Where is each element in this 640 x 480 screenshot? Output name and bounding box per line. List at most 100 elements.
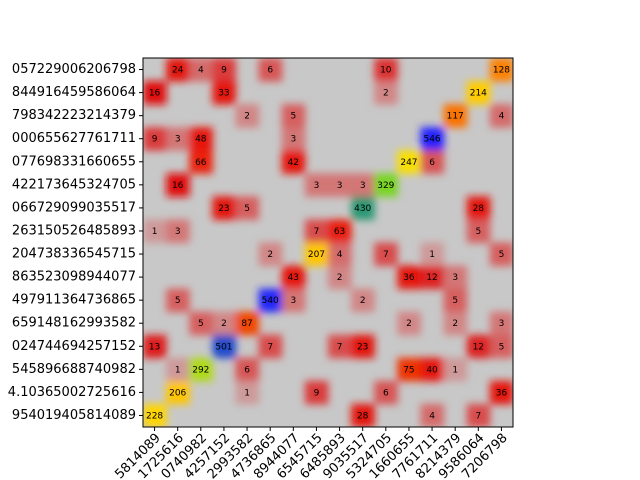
heatmap-cell [212,311,236,336]
cell-label: 75 [403,365,414,375]
cell-label: 7 [383,250,389,260]
cell-label: 3 [290,135,296,145]
cell-label: 228 [146,411,163,421]
heatmap-cell [189,357,213,382]
heatmap-cell [328,242,352,267]
heatmap-cell [397,357,421,382]
heatmap-cell [489,242,513,267]
y-tick-label: 798342223214379 [12,108,136,123]
cell-label: 16 [172,181,184,191]
heatmap-cell [374,242,398,267]
heatmap-cell [420,242,445,267]
cell-label: 3 [337,181,343,191]
cell-label: 6 [429,158,435,168]
heatmap-cell [281,288,306,313]
heatmap-cell [235,380,260,405]
heatmap-cell [374,173,398,197]
heatmap-cell [420,265,445,290]
cell-label: 24 [172,66,184,76]
heatmap-cell [212,81,236,105]
cell-label: 1 [152,227,158,237]
heatmap-cell [166,219,190,243]
heatmap-cells [143,58,513,427]
cell-label: 5 [452,296,458,306]
cell-label: 12 [426,273,437,283]
heatmap-cell [258,242,283,267]
cell-label: 3 [499,319,505,329]
heatmap-cell [443,265,468,290]
cell-label: 16 [149,89,161,99]
cell-label: 207 [308,250,325,260]
y-tick-label: 066729099035517 [12,200,136,215]
y-tick-label: 954019405814089 [12,408,136,423]
heatmap-cell [466,219,491,243]
heatmap-cell [420,403,445,427]
cell-label: 7 [475,411,481,421]
cell-label: 2 [337,273,343,283]
cell-label: 6 [244,365,250,375]
heatmap-cell [443,104,468,128]
cell-label: 430 [354,204,371,214]
cell-label: 501 [215,342,232,352]
heatmap-cell [166,58,190,82]
heatmap-cell [143,81,167,105]
heatmap-cell [189,150,213,174]
y-tick-label: 263150526485893 [12,223,136,238]
y-tick-label: 659148162993582 [12,316,136,331]
heatmap-cell [489,104,513,128]
cell-label: 3 [175,135,181,145]
cell-label: 3 [360,181,366,191]
cell-label: 63 [334,227,345,237]
cell-label: 3 [290,296,296,306]
cell-label: 5 [499,250,505,260]
cell-label: 206 [169,388,186,398]
y-tick-label: 024744694257152 [12,339,136,354]
cell-label: 1 [244,388,250,398]
heatmap-cell [166,127,190,151]
y-tick-label: 204738336545715 [12,247,136,262]
cell-label: 9 [221,66,227,76]
heatmap-cell [235,311,260,336]
heatmap-cell [351,403,375,427]
y-tick-label: 422173645324705 [12,177,136,192]
heatmap-cell [258,334,283,359]
cell-label: 117 [447,112,464,122]
cell-label: 66 [195,158,207,168]
cell-label: 2 [406,319,412,329]
heatmap-cell [212,334,236,359]
cell-label: 2 [452,319,458,329]
cell-label: 7 [314,227,320,237]
heatmap-cell [258,58,283,82]
cell-label: 43 [288,273,299,283]
cell-label: 48 [195,135,207,145]
heatmap-cell [281,127,306,151]
heatmap-cell [189,127,213,151]
heatmap-cell [166,173,190,197]
heatmap-cell [397,265,421,290]
plot-frame [142,57,514,428]
cell-label: 2 [383,89,389,99]
heatmap-cell [397,150,421,174]
heatmap-cell [420,150,445,174]
heatmap-cell [281,265,306,290]
heatmap-cell [258,288,283,313]
cell-label: 36 [403,273,415,283]
heatmap-cell [166,288,190,313]
cell-label: 28 [357,411,369,421]
y-tick-label: 000655627761711 [12,131,136,146]
cell-label: 3 [175,227,181,237]
heatmap-cell [235,357,260,382]
cell-label: 1 [452,365,458,375]
heatmap-cell [235,196,260,220]
cell-label: 329 [377,181,394,191]
heatmap-cell [374,81,398,105]
heatmap-cell [466,81,491,105]
cell-label: 36 [496,388,508,398]
y-tick-label: 057229006206798 [12,62,136,77]
cell-label: 2 [360,296,366,306]
heatmap-cell [328,173,352,197]
heatmap-cell [304,219,329,243]
cell-label: 13 [149,342,160,352]
cell-label: 33 [218,89,229,99]
